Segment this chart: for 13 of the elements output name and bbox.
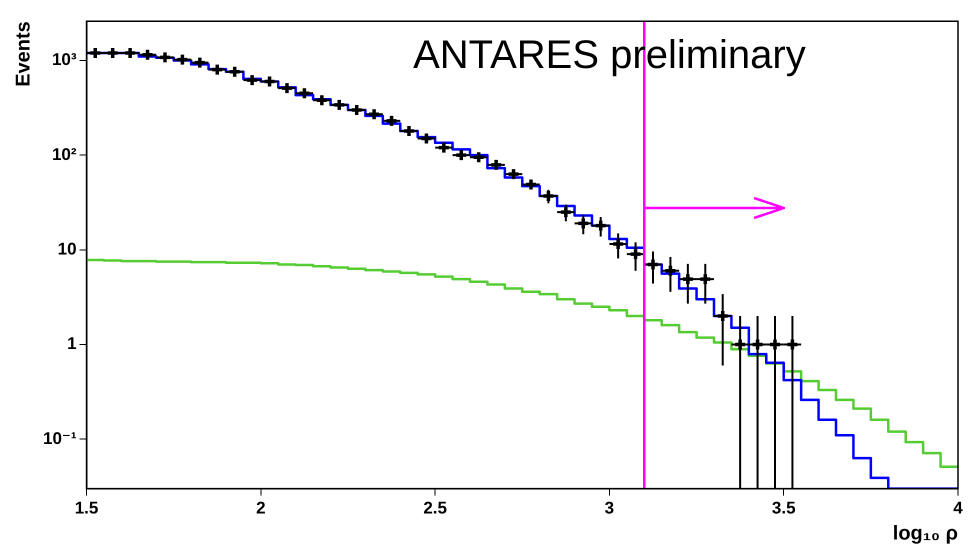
y-tick-label: 10⁻¹ bbox=[42, 428, 77, 448]
x-tick-label: 4 bbox=[953, 498, 964, 518]
x-tick-label: 1.5 bbox=[74, 498, 98, 518]
x-tick-label: 3 bbox=[604, 498, 614, 518]
y-tick-label: 10³ bbox=[52, 50, 77, 70]
x-tick-label: 2.5 bbox=[423, 498, 447, 518]
x-tick-label: 2 bbox=[256, 498, 266, 518]
y-tick-label: 10 bbox=[58, 239, 77, 258]
x-axis-title: log₁₀ ρ bbox=[892, 522, 958, 545]
x-tick-label: 3.5 bbox=[772, 498, 796, 518]
y-tick-label: 1 bbox=[67, 334, 77, 354]
y-tick-label: 10² bbox=[52, 144, 77, 164]
y-axis-title: Events bbox=[12, 21, 35, 87]
